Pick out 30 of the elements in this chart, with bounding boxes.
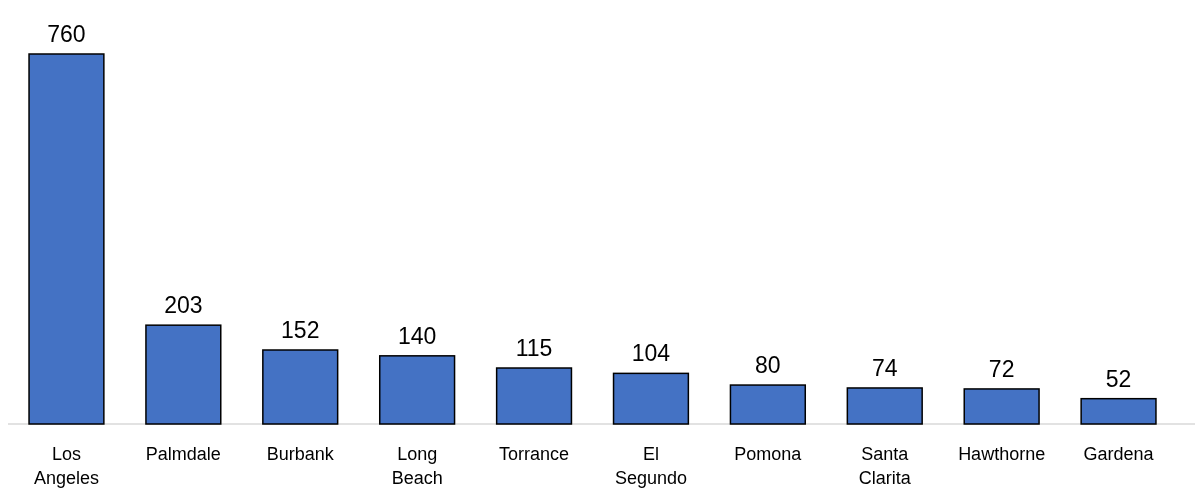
data-label: 74 (871, 354, 898, 381)
x-tick-label: El Segundo (614, 444, 687, 488)
data-label: 152 (281, 317, 320, 343)
x-tick-label: Santa Clarita (858, 444, 912, 488)
x-tick-label: Hawthorne (958, 444, 1046, 464)
x-tick-label: Pomona (734, 444, 803, 464)
data-label: 760 (47, 21, 86, 47)
x-tick-label: Torrance (499, 444, 570, 464)
bar (28, 53, 105, 425)
bar (1080, 397, 1157, 425)
bar (963, 388, 1040, 425)
bar (145, 324, 222, 425)
data-label: 80 (755, 352, 781, 379)
x-tick-label: Burbank (266, 444, 335, 464)
bar (729, 384, 807, 425)
data-label: 115 (515, 335, 553, 362)
x-tick-label: Los Angeles (33, 444, 99, 488)
data-label: 104 (631, 340, 671, 367)
data-label: 72 (988, 355, 1015, 382)
data-label: 52 (1105, 365, 1132, 392)
bar (378, 355, 456, 425)
x-tick-label: Gardena (1083, 444, 1155, 464)
bar (495, 367, 573, 425)
data-label: 140 (397, 322, 437, 349)
bar (262, 349, 339, 425)
x-tick-label: Palmdale (145, 444, 221, 464)
bar (612, 372, 690, 425)
bar (846, 387, 923, 425)
data-label: 203 (164, 292, 203, 319)
x-tick-label: Long Beach (391, 444, 443, 488)
